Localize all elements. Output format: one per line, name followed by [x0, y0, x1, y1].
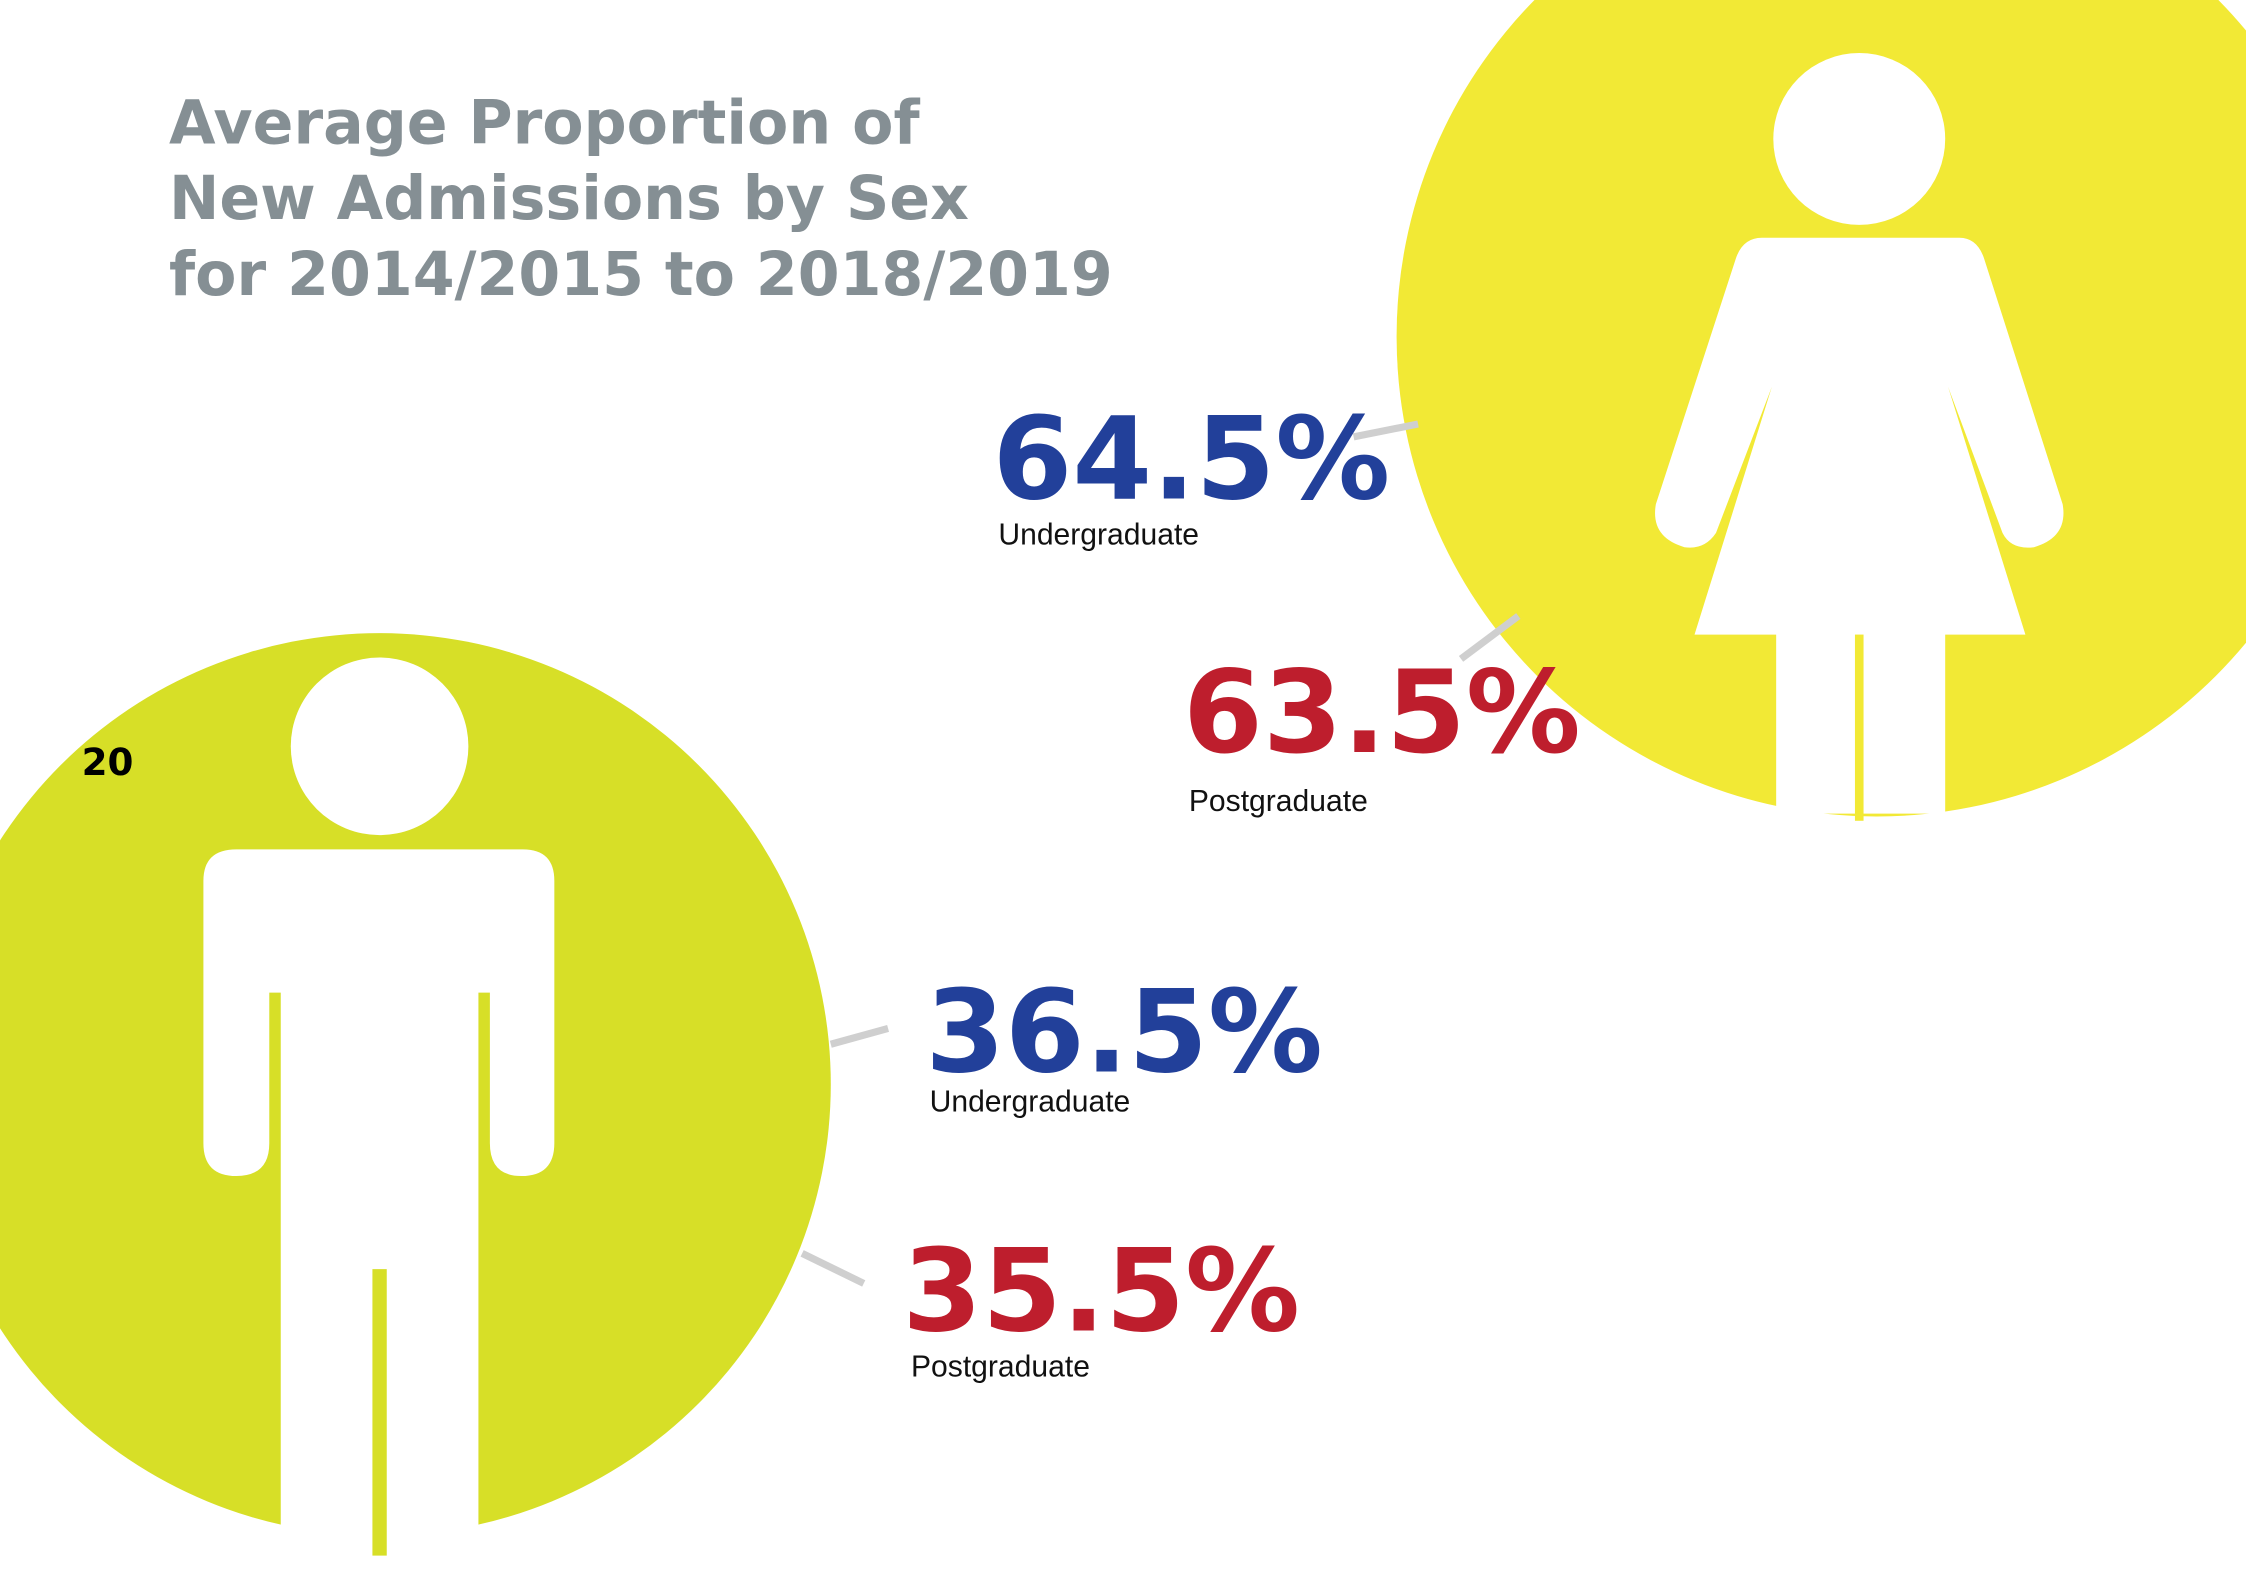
female-undergraduate-label: Undergraduate	[998, 518, 1199, 551]
male-postgraduate-label: Postgraduate	[911, 1351, 1090, 1384]
female-undergraduate-value: 64.5%	[993, 393, 1391, 526]
female-postgraduate-label: Postgraduate	[1189, 785, 1368, 818]
title-line: for 2014/2015 to 2018/2019	[169, 240, 1113, 310]
connector	[800, 1250, 866, 1287]
page-number: 20	[82, 740, 134, 784]
male-postgraduate-value: 35.5%	[902, 1226, 1299, 1359]
male-undergraduate-value: 36.5%	[925, 966, 1323, 1099]
title-line: New Admissions by Sex	[169, 164, 969, 234]
female-postgraduate-value: 63.5%	[1183, 647, 1581, 780]
connector	[1458, 613, 1521, 662]
connector	[1352, 420, 1419, 441]
connector	[829, 1025, 890, 1048]
male-icon	[203, 657, 555, 1556]
female-icon	[1655, 53, 2064, 821]
male-undergraduate-label: Undergraduate	[930, 1086, 1131, 1119]
title-line: Average Proportion of	[169, 88, 920, 158]
